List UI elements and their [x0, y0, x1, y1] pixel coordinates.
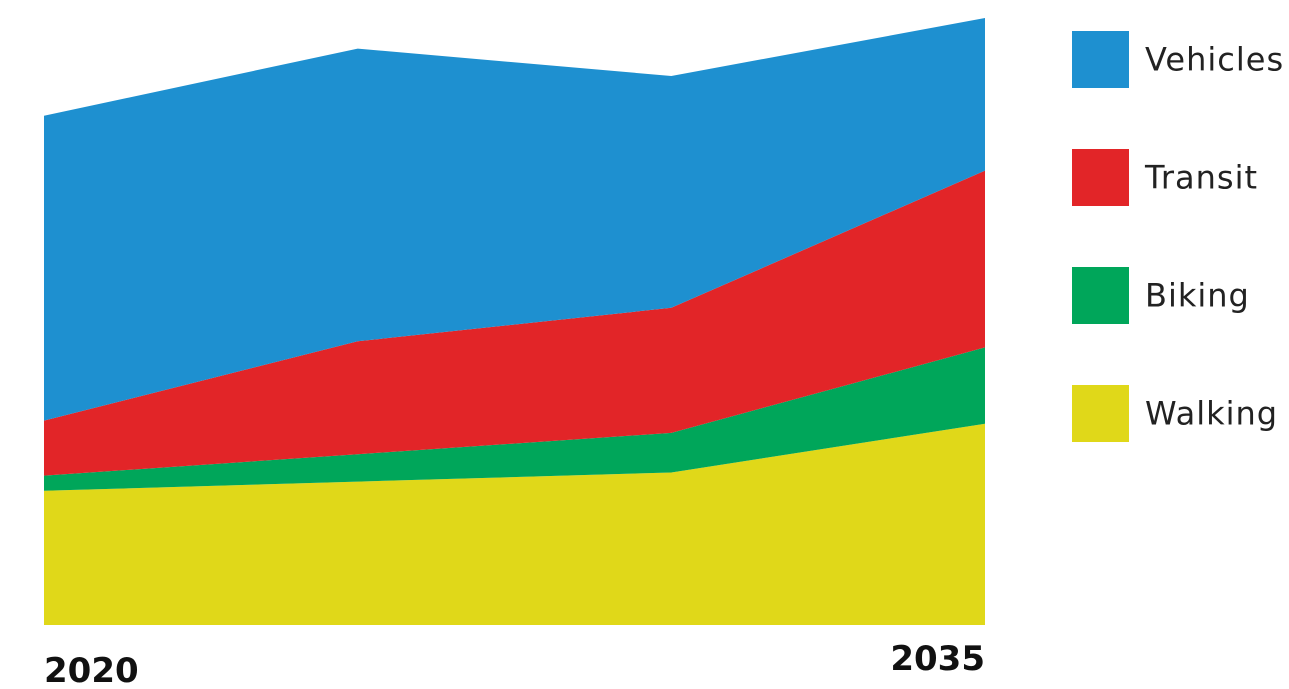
legend: Vehicles Transit Biking Walking — [1072, 31, 1284, 442]
area-vehicles — [44, 18, 985, 421]
legend-swatch-vehicles — [1072, 31, 1129, 88]
legend-label-walking: Walking — [1145, 395, 1278, 433]
legend-item-biking: Biking — [1072, 267, 1250, 324]
x-tick-label-2035: 2035 — [890, 639, 985, 679]
chart-areas — [44, 18, 985, 625]
area-walking — [44, 423, 985, 625]
legend-label-transit: Transit — [1144, 159, 1258, 197]
area-biking — [44, 347, 985, 491]
legend-label-biking: Biking — [1145, 277, 1250, 315]
legend-swatch-transit — [1072, 149, 1129, 206]
legend-item-walking: Walking — [1072, 385, 1278, 442]
legend-label-vehicles: Vehicles — [1145, 41, 1284, 79]
legend-swatch-biking — [1072, 267, 1129, 324]
x-tick-label-2020: 2020 — [44, 651, 139, 689]
x-axis-ticks: 2020 2035 — [44, 639, 985, 689]
legend-swatch-walking — [1072, 385, 1129, 442]
legend-item-vehicles: Vehicles — [1072, 31, 1284, 88]
legend-item-transit: Transit — [1072, 149, 1258, 206]
area-transit — [44, 170, 985, 476]
